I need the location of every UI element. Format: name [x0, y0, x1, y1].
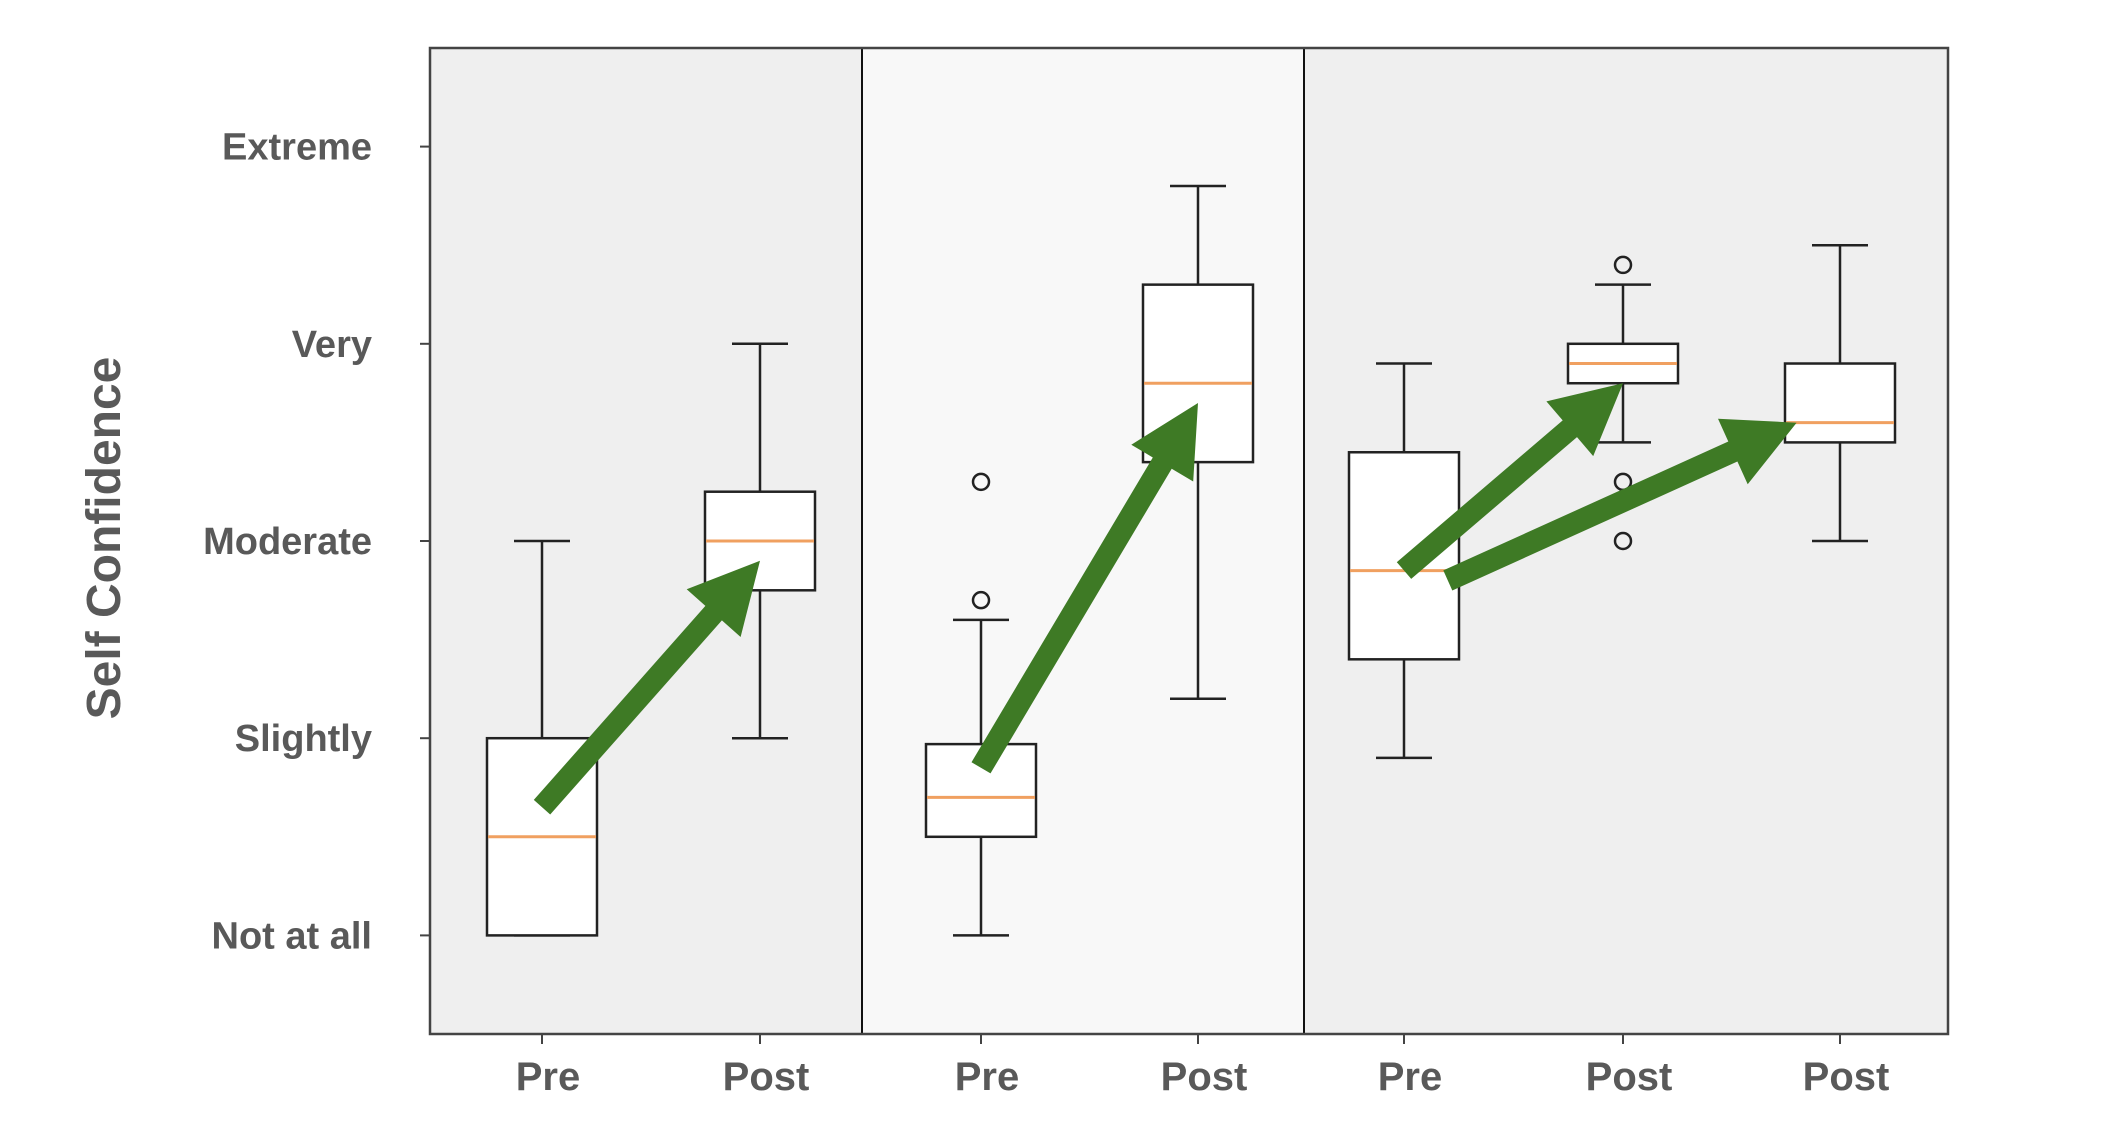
change-arrow-3-1	[1396, 383, 1623, 579]
x-tick-label: Post	[1803, 1055, 1890, 1099]
box-3-2	[1566, 255, 1680, 551]
box-2-2	[1141, 184, 1255, 701]
box-1-2	[703, 342, 817, 740]
y-tick-label: Moderate	[203, 521, 372, 563]
axes: Not at all Slightly Moderate Very Extreme Pre…	[203, 46, 1950, 1099]
y-tick-label: Very	[292, 324, 372, 366]
panel-backgrounds	[430, 48, 1948, 1034]
x-tick-label: Pre	[1378, 1055, 1443, 1099]
change-arrow-1-1	[533, 560, 760, 815]
box-iqr	[1347, 451, 1461, 661]
box-3-1	[1347, 362, 1461, 760]
change-arrow-2-1	[971, 403, 1198, 774]
outlier-point	[971, 472, 991, 492]
x-tick-label: Post	[1161, 1055, 1248, 1099]
y-tick-label: Slightly	[235, 718, 372, 760]
x-tick-label: Post	[723, 1055, 810, 1099]
outlier-point	[1613, 531, 1633, 551]
panel-2-background	[862, 48, 1304, 1034]
x-tick-label: Post	[1586, 1055, 1673, 1099]
x-tick-label: Pre	[516, 1055, 581, 1099]
outlier-point	[971, 590, 991, 610]
box-3-3	[1783, 243, 1897, 543]
change-arrows	[533, 383, 1797, 815]
change-arrow-3-2	[1443, 418, 1797, 591]
outlier-point	[1613, 255, 1633, 275]
box-iqr	[1783, 362, 1897, 444]
y-axis-title: Self Confidence	[78, 357, 131, 720]
y-tick-label: Extreme	[222, 127, 372, 169]
x-tick-label: Pre	[955, 1055, 1020, 1099]
y-tick-label: Not at all	[212, 915, 372, 957]
